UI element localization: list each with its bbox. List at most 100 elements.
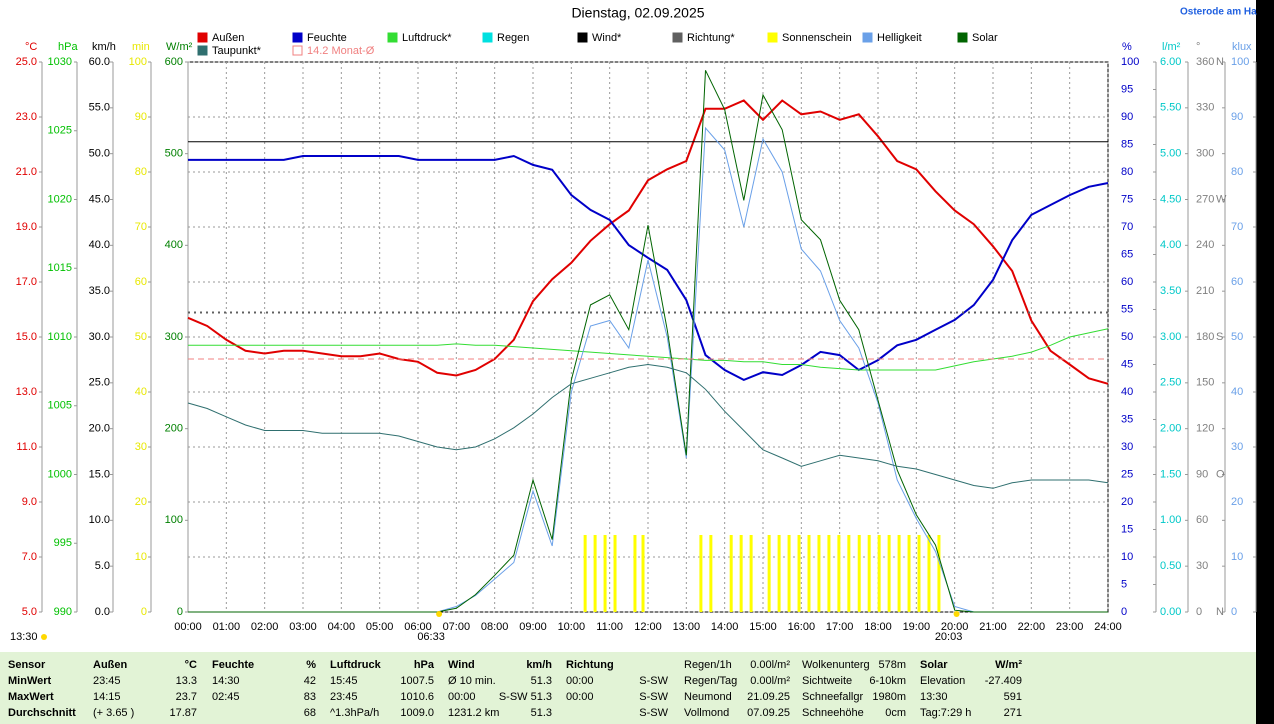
compass-label: W bbox=[1216, 193, 1227, 205]
y-tick-label: 10 bbox=[135, 551, 147, 563]
table-background bbox=[0, 652, 1256, 724]
x-tick-label: 05:00 bbox=[366, 621, 394, 633]
table-cell: 0.00l/m² bbox=[750, 659, 790, 671]
axis-unit: ° bbox=[1196, 41, 1200, 53]
table-cell: Ø 10 min. bbox=[448, 675, 496, 687]
table-cell: 17.87 bbox=[169, 707, 197, 719]
table-cell: 0cm bbox=[885, 707, 906, 719]
x-tick-label: 07:00 bbox=[443, 621, 471, 633]
table-cell: Regen/Tag bbox=[684, 675, 737, 687]
x-tick-label: 19:00 bbox=[903, 621, 931, 633]
sunshine-bar bbox=[699, 535, 703, 612]
legend-swatch bbox=[957, 32, 968, 43]
y-tick-label: 1.50 bbox=[1160, 468, 1181, 480]
x-tick-label: 22:00 bbox=[1018, 621, 1046, 633]
y-tick-label: 70 bbox=[1231, 221, 1243, 233]
table-cell: 1231.2 km bbox=[448, 707, 499, 719]
y-tick-label: 90 bbox=[1121, 111, 1133, 123]
y-tick-label: 45 bbox=[1121, 358, 1133, 370]
x-tick-label: 03:00 bbox=[289, 621, 317, 633]
table-cell: 00:00 bbox=[448, 691, 476, 703]
y-tick-label: 100 bbox=[165, 514, 183, 526]
table-cell: Vollmond bbox=[684, 707, 729, 719]
y-tick-label: 90 bbox=[1231, 111, 1243, 123]
sunshine-bar bbox=[709, 535, 713, 612]
x-tick-label: 09:00 bbox=[519, 621, 547, 633]
y-tick-label: 85 bbox=[1121, 138, 1133, 150]
sunshine-bar bbox=[797, 535, 801, 612]
y-tick-label: 0 bbox=[1121, 606, 1127, 618]
chart-title: Dienstag, 02.09.2025 bbox=[571, 5, 704, 21]
sunrise-label: 06:33 bbox=[417, 631, 445, 643]
y-tick-label: 35 bbox=[1121, 413, 1133, 425]
x-tick-label: 14:00 bbox=[711, 621, 739, 633]
table-cell: MinWert bbox=[8, 675, 52, 687]
y-tick-label: 60.0 bbox=[89, 56, 110, 68]
table-cell: 68 bbox=[304, 707, 316, 719]
x-tick-label: 23:00 bbox=[1056, 621, 1084, 633]
y-tick-label: 5 bbox=[1121, 578, 1127, 590]
table-cell: 23:45 bbox=[330, 691, 358, 703]
table-cell: 271 bbox=[1004, 707, 1022, 719]
table-cell: 02:45 bbox=[212, 691, 240, 703]
y-tick-label: 10 bbox=[1121, 551, 1133, 563]
y-tick-label: 0 bbox=[1196, 606, 1202, 618]
table-cell: Wolkenunterg bbox=[802, 659, 870, 671]
x-tick-label: 01:00 bbox=[213, 621, 241, 633]
table-cell: S-SW 51.3 bbox=[499, 691, 552, 703]
legend-swatch bbox=[292, 32, 303, 43]
y-tick-label: 45.0 bbox=[89, 193, 110, 205]
y-tick-label: 30 bbox=[1121, 441, 1133, 453]
x-tick-label: 17:00 bbox=[826, 621, 854, 633]
legend-label: Außen bbox=[212, 32, 244, 44]
compass-label: O bbox=[1216, 468, 1225, 480]
sunshine-bar bbox=[827, 535, 831, 612]
table-cell: Richtung bbox=[566, 659, 614, 671]
y-tick-label: 100 bbox=[1121, 56, 1139, 68]
sunshine-bar bbox=[613, 535, 617, 612]
y-tick-label: 1010 bbox=[48, 331, 72, 343]
series-line bbox=[188, 70, 1108, 613]
y-tick-label: 4.00 bbox=[1160, 239, 1181, 251]
table-cell: Elevation bbox=[920, 675, 965, 687]
sunshine-bar bbox=[729, 535, 733, 612]
sunshine-bar bbox=[847, 535, 851, 612]
y-tick-label: 3.00 bbox=[1160, 331, 1181, 343]
legend-label: Feuchte bbox=[307, 32, 347, 44]
table-cell: 6-10km bbox=[869, 675, 906, 687]
legend-swatch bbox=[387, 32, 398, 43]
table-cell: 1009.0 bbox=[400, 707, 434, 719]
series-line bbox=[188, 154, 1109, 381]
y-tick-label: 80 bbox=[135, 166, 147, 178]
y-tick-label: 10.0 bbox=[89, 514, 110, 526]
x-tick-label: 12:00 bbox=[634, 621, 662, 633]
y-tick-label: 7.0 bbox=[22, 551, 37, 563]
sunshine-bar bbox=[593, 535, 597, 612]
y-tick-label: 0 bbox=[177, 606, 183, 618]
y-tick-label: 30.0 bbox=[89, 331, 110, 343]
table-cell: Schneefallgr bbox=[802, 691, 863, 703]
y-tick-label: 80 bbox=[1231, 166, 1243, 178]
sunshine-bar bbox=[767, 535, 771, 612]
y-tick-label: 25.0 bbox=[89, 377, 110, 389]
y-tick-label: 65 bbox=[1121, 248, 1133, 260]
table-cell: 13.3 bbox=[176, 675, 197, 687]
y-tick-label: 25.0 bbox=[16, 56, 37, 68]
sunshine-bar bbox=[877, 535, 881, 612]
legend-swatch bbox=[482, 32, 493, 43]
table-cell: °C bbox=[185, 659, 197, 671]
axis-unit: hPa bbox=[58, 41, 78, 53]
table-cell: 00:00 bbox=[566, 691, 594, 703]
y-tick-label: 1005 bbox=[48, 400, 72, 412]
y-tick-label: 95 bbox=[1121, 83, 1133, 95]
table-cell: Neumond bbox=[684, 691, 732, 703]
table-cell: 42 bbox=[304, 675, 316, 687]
table-cell: Wind bbox=[448, 659, 475, 671]
y-tick-label: 35.0 bbox=[89, 285, 110, 297]
legend-swatch bbox=[292, 45, 303, 56]
table-cell: 51.3 bbox=[531, 707, 552, 719]
y-tick-label: 1015 bbox=[48, 262, 72, 274]
compass-label: N bbox=[1216, 606, 1224, 618]
